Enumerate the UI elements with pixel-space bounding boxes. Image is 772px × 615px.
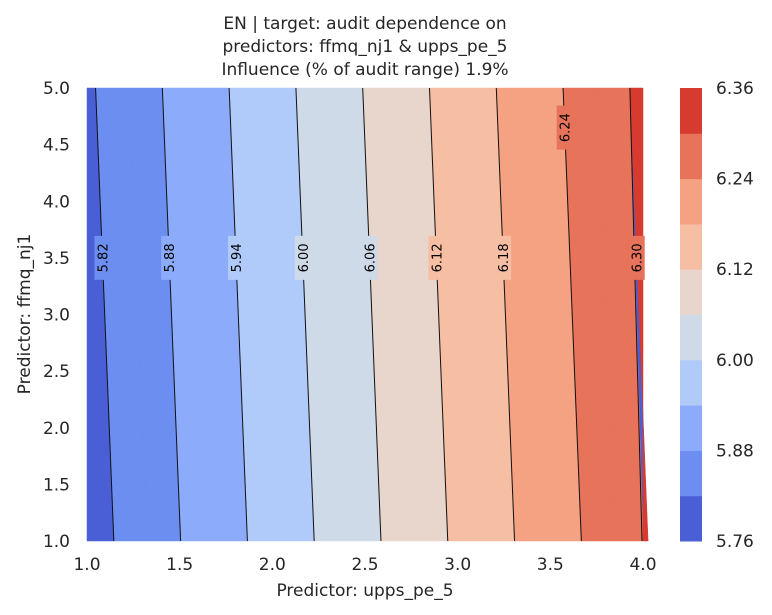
colorbar-segment: [680, 405, 702, 451]
contour-line-label: 6.00: [294, 235, 312, 280]
contour-label-bg: [556, 105, 573, 150]
chart-title: EN | target: audit dependence on predict…: [221, 14, 508, 80]
contour-line-label: 5.82: [94, 235, 111, 280]
contour-label-text: 6.00: [297, 243, 312, 272]
contour-label-bg: [294, 235, 311, 280]
colorbar-segment: [680, 495, 702, 542]
contour-line: [161, 87, 182, 542]
colorbar: [680, 88, 702, 542]
colorbar-segment: [680, 359, 702, 406]
contour-label-text: 5.88: [163, 243, 178, 272]
contour-line: [629, 87, 643, 542]
x-tick-label: 1.0: [73, 555, 100, 575]
x-tick-label: 1.5: [166, 555, 193, 575]
y-tick-label: 1.0: [43, 532, 70, 552]
colorbar-tick-label: 6.00: [716, 351, 754, 371]
colorbar-segment: [680, 269, 702, 315]
contour-line-label: 6.12: [428, 235, 445, 280]
colorbar-tick-label: 6.24: [716, 170, 754, 190]
x-tick-label: 2.0: [259, 555, 286, 575]
x-axis-ticks: 1.0 1.5 2.0 2.5 3.0 3.5 4.0: [73, 555, 656, 575]
y-tick-label: 3.0: [43, 306, 70, 326]
colorbar-tick-label: 6.36: [716, 79, 754, 99]
colorbar-segment: [680, 223, 702, 270]
contour-label-bg: [361, 235, 378, 280]
contour-line-label: 6.06: [361, 235, 379, 280]
contour-line-label: 6.24: [556, 105, 574, 150]
contour-line-label: 5.88: [161, 235, 178, 280]
colorbar-segment: [680, 178, 702, 225]
colorbar-segment: [680, 88, 702, 134]
contour-line: [295, 87, 315, 542]
y-tick-label: 2.5: [43, 362, 70, 382]
colorbar-tick-label: 5.76: [716, 532, 754, 552]
contour-label-text: 6.30: [631, 243, 646, 272]
contour-line: [562, 87, 582, 542]
contour-line-label: 5.94: [227, 235, 245, 280]
contour-label-bg: [628, 235, 645, 280]
title-line-1: EN | target: audit dependence on: [223, 14, 506, 34]
contour-line: [429, 87, 449, 542]
y-axis-label: Predictor: ffmq_nj1: [15, 234, 35, 395]
y-tick-label: 4.0: [43, 192, 70, 212]
y-tick-label: 2.0: [43, 419, 70, 439]
y-tick-label: 3.5: [43, 249, 70, 269]
y-axis-ticks: 1.0 1.5 2.0 2.5 3.0 3.5 4.0 4.5 5.0: [43, 79, 70, 552]
y-tick-label: 5.0: [43, 79, 70, 99]
colorbar-tick-label: 5.88: [716, 441, 754, 461]
contour-label-bg: [495, 235, 512, 280]
contour-label-bg: [161, 235, 178, 280]
contour-line: [95, 87, 115, 542]
contour-label-text: 6.24: [559, 113, 574, 142]
contour-line-label: 6.30: [628, 235, 646, 280]
colorbar-segment: [680, 450, 702, 497]
title-line-2: predictors: ffmq_nj1 & upps_pe_5: [223, 37, 508, 57]
x-tick-label: 3.0: [444, 555, 471, 575]
contour-line: [495, 87, 516, 542]
contour-label-bg: [428, 235, 445, 280]
x-tick-label: 3.5: [537, 555, 564, 575]
contour-lines: [95, 87, 643, 542]
colorbar-segment: [680, 133, 702, 180]
contour-label-bg: [227, 235, 244, 280]
title-line-3: Influence (% of audit range) 1.9%: [221, 60, 508, 80]
x-tick-label: 4.0: [629, 555, 656, 575]
contour-line: [362, 87, 382, 542]
x-tick-label: 2.5: [351, 555, 378, 575]
y-tick-label: 1.5: [43, 475, 70, 495]
y-tick-label: 4.5: [43, 136, 70, 156]
x-axis-label: Predictor: upps_pe_5: [276, 581, 453, 601]
contour-line-labels: 5.82 5.88 5.94 6.00 6.06 6.12 6.18 6.24 6.30: [94, 105, 646, 280]
colorbar-ticks: 5.76 5.88 6.00 6.12 6.24 6.36: [716, 79, 754, 552]
contour-line: [228, 87, 248, 542]
contour-fill-bands: [86, 87, 649, 542]
colorbar-segment: [680, 314, 702, 361]
contour-label-text: 6.12: [430, 243, 445, 272]
colorbar-tick-label: 6.12: [716, 260, 754, 280]
contour-label-text: 6.06: [364, 243, 379, 272]
contour-line-label: 6.18: [495, 235, 512, 280]
contour-label-text: 5.94: [230, 243, 245, 272]
contour-label-bg: [94, 235, 111, 280]
contour-label-text: 5.82: [96, 243, 111, 272]
contour-label-text: 6.18: [497, 243, 512, 272]
